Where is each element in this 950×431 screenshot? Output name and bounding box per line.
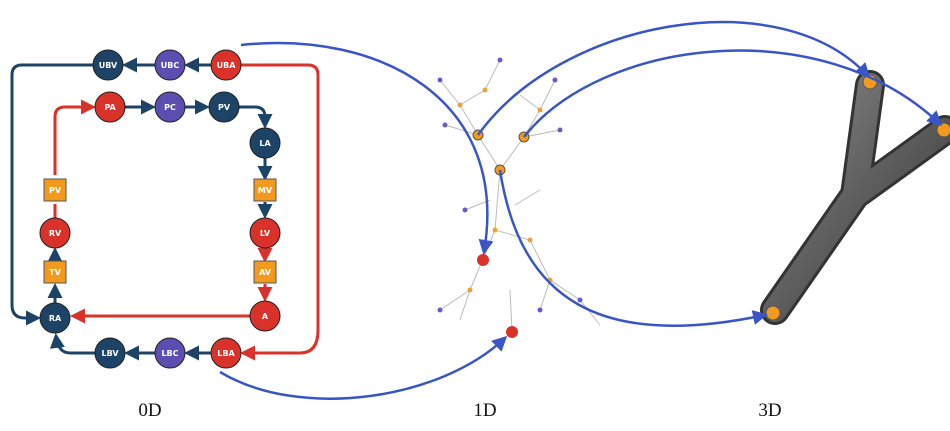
node-label: AV <box>259 268 272 277</box>
caption: 1D <box>473 400 496 421</box>
coupling-arrows <box>219 20 943 400</box>
node-square <box>43 260 67 284</box>
node-square <box>253 260 277 284</box>
node-circle <box>94 337 126 369</box>
node-label: PV <box>218 103 231 112</box>
node-label: LBA <box>217 349 235 358</box>
node-label: UBV <box>99 61 118 70</box>
node-circle <box>154 91 186 123</box>
node-circle <box>249 300 281 332</box>
0d-nodes: UBV UBC UBA PA PC PV LA MV LV AV A RA TV RV PV LBV LBC LB… <box>39 49 281 369</box>
1d-tree <box>439 59 601 331</box>
node-circle <box>210 337 242 369</box>
node-label: LBV <box>101 349 119 358</box>
captions: 0D 1D 3D <box>138 400 781 421</box>
node-square <box>253 178 277 202</box>
node-circle <box>154 337 186 369</box>
node-circle <box>154 49 186 81</box>
node-label: PC <box>164 103 176 112</box>
node-circle <box>39 217 71 249</box>
node-circle <box>249 217 281 249</box>
node-label: PV <box>49 186 62 195</box>
node-label: LV <box>260 229 271 238</box>
node-label: UBC <box>161 61 180 70</box>
caption: 0D <box>138 400 161 421</box>
node-label: A <box>262 312 269 321</box>
node-label: LA <box>259 139 271 148</box>
node-label: MV <box>258 186 273 195</box>
0d-connections <box>10 57 320 361</box>
3d-vessel <box>760 70 950 325</box>
node-circle <box>39 302 71 334</box>
caption: 3D <box>758 400 781 421</box>
node-circle <box>208 91 240 123</box>
node-label: TV <box>49 268 61 277</box>
node-label: RA <box>49 314 62 323</box>
node-label: UBA <box>217 61 237 70</box>
node-circle <box>210 49 242 81</box>
node-label: PA <box>104 103 116 112</box>
node-label: RV <box>49 229 62 238</box>
node-circle <box>92 49 124 81</box>
node-circle <box>94 91 126 123</box>
node-circle <box>249 127 281 159</box>
node-square <box>43 178 67 202</box>
node-label: LBC <box>161 349 178 358</box>
